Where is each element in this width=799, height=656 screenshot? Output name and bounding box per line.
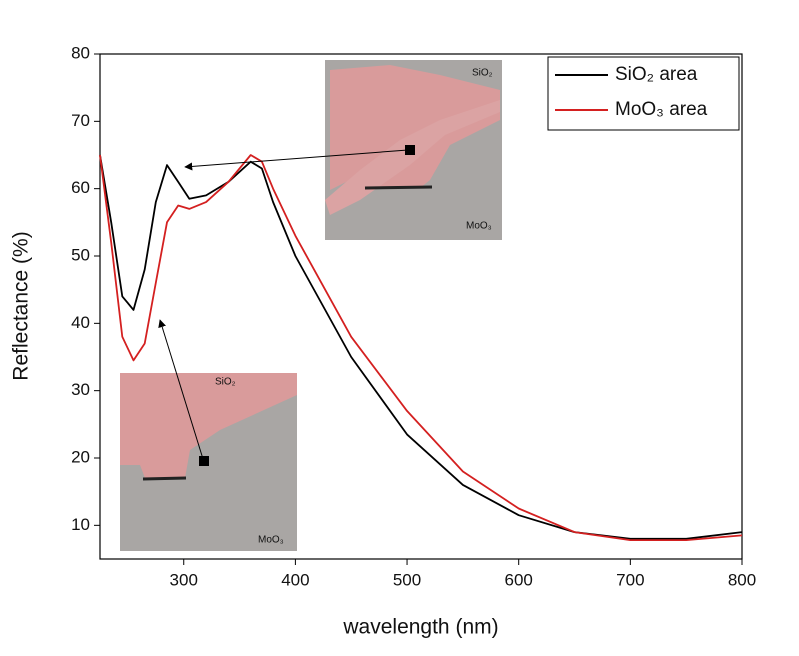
spot (199, 456, 209, 466)
inset-label: MoO₃ (258, 535, 284, 546)
inset-label: MoO₃ (466, 221, 492, 232)
inset-image: SiO₂ MoO₃ (325, 60, 502, 240)
y-tick-label: 50 (71, 245, 90, 264)
flake-edge (142, 476, 187, 481)
x-tick-label: 700 (616, 570, 644, 589)
flake (325, 100, 500, 215)
y-tick-label: 10 (71, 515, 90, 534)
x-tick-label: 400 (281, 570, 309, 589)
series-line (99, 154, 743, 541)
y-tick-label: 40 (71, 313, 90, 332)
inset-image: SiO₂ MoO₃ (120, 373, 297, 551)
arrow (158, 319, 204, 460)
y-tick-label: 60 (71, 178, 90, 197)
y-axis-label: Reflectance (%) (10, 231, 33, 380)
legend-label: SiO₂ area (615, 64, 698, 85)
y-tick-label: 30 (71, 380, 90, 399)
x-axis-label: wavelength (nm) (342, 616, 498, 639)
x-tick-label: 300 (170, 570, 198, 589)
spot (405, 145, 415, 155)
x-tick-label: 800 (728, 570, 756, 589)
x-tick-label: 600 (505, 570, 533, 589)
plot-frame (99, 53, 743, 560)
inset-label: SiO₂ (215, 377, 236, 388)
y-tick-label: 80 (71, 43, 90, 62)
y-tick-label: 20 (71, 447, 90, 466)
flake (330, 65, 500, 190)
legend: SiO₂ area MoO₃ area (547, 56, 740, 131)
y-tick-label: 70 (71, 111, 90, 130)
inset-label: SiO₂ (472, 68, 493, 79)
arrow (184, 149, 409, 171)
flake-edge (364, 185, 433, 190)
flake (120, 373, 297, 478)
legend-box (547, 56, 740, 131)
x-tick-label: 500 (393, 570, 421, 589)
legend-label: MoO₃ area (615, 99, 708, 120)
